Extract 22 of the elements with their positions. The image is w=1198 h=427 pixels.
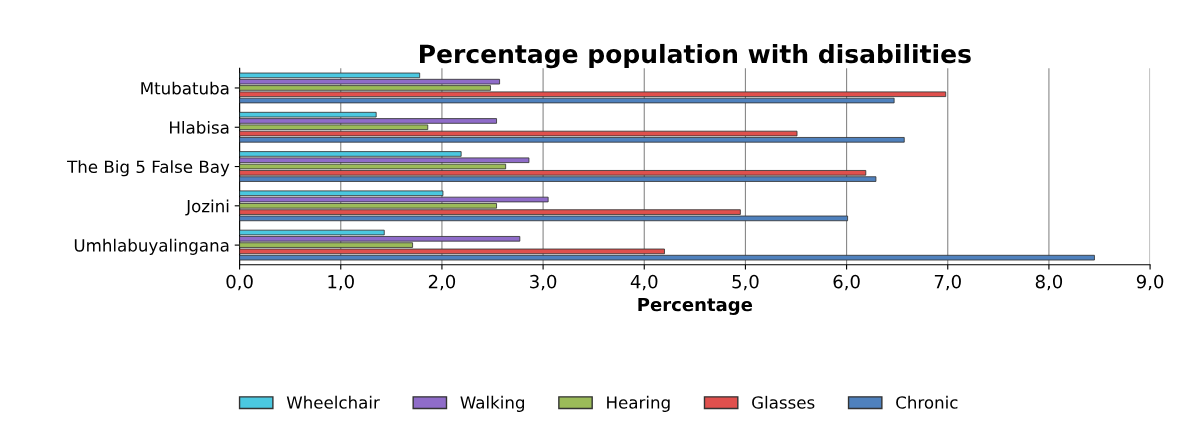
x-tick-label: 4,0 <box>630 274 658 291</box>
y-tick-label: Jozini <box>185 199 229 216</box>
legend-label: Hearing <box>607 395 670 412</box>
x-tick-label: 1,0 <box>328 274 354 291</box>
x-tick-label: 8,0 <box>1035 274 1063 291</box>
x-tick-label: 5,0 <box>732 274 759 291</box>
x-tick-label: 0,0 <box>226 274 253 291</box>
legend-label: Walking <box>460 395 524 412</box>
y-tick-label: The Big 5 False Bay <box>67 160 230 177</box>
y-tick-label: Umhlabuyalingana <box>74 238 229 255</box>
x-tick-label: 7,0 <box>934 274 961 291</box>
legend-label: Wheelchair <box>286 395 380 409</box>
x-tick-label: 3,0 <box>530 274 557 291</box>
legend-label: Chronic <box>896 395 958 409</box>
legend-label: Glasses <box>752 395 815 409</box>
chart-title: Percentage population with disabilities <box>420 43 971 69</box>
y-tick-label: Hlabisa <box>170 120 229 134</box>
x-tick-label: 2,0 <box>428 274 456 291</box>
y-tick-label: Mtubatuba <box>141 81 229 95</box>
x-tick-label: 9,0 <box>1136 274 1164 291</box>
x-tick-label: 6,0 <box>833 274 860 291</box>
x-axis-title: Percentage <box>638 297 753 315</box>
